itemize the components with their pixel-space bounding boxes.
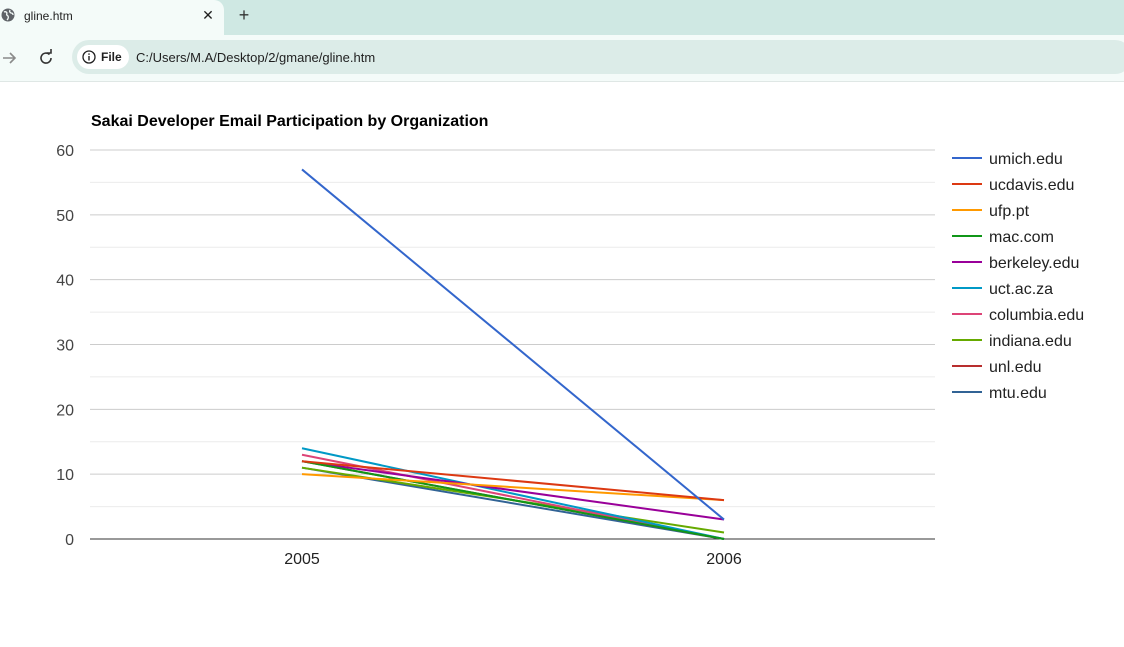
legend-label: indiana.edu [989, 333, 1072, 350]
legend-label: ufp.pt [989, 203, 1030, 220]
series-line-mac-com [301, 460, 725, 540]
series-line-mtu-edu [301, 466, 725, 540]
series-line-berkeley-edu [301, 460, 725, 521]
site-info-chip[interactable]: File [77, 45, 129, 69]
y-tick-label: 40 [56, 273, 74, 290]
url-text[interactable]: C:/Users/M.A/Desktop/2/gmane/gline.htm [136, 50, 376, 65]
y-tick-label: 10 [56, 467, 74, 484]
series-line-uct-ac-za [301, 447, 725, 540]
chart-legend: umich.edu ucdavis.edu ufp.pt mac.com berkele… [952, 151, 1084, 402]
chart-series [301, 168, 725, 540]
legend-label: uct.ac.za [989, 281, 1053, 298]
address-bar[interactable]: File C:/Users/M.A/Desktop/2/gmane/gline.… [72, 40, 1124, 74]
browser-toolbar: File C:/Users/M.A/Desktop/2/gmane/gline.… [0, 35, 1124, 82]
info-icon [82, 50, 96, 64]
tab-title: gline.htm [24, 9, 73, 23]
x-axis: 2005 2006 [284, 551, 742, 568]
series-line-ucdavis-edu [301, 460, 725, 502]
y-tick-label: 50 [56, 208, 74, 225]
legend-label: mtu.edu [989, 385, 1047, 402]
forward-arrow-icon[interactable] [0, 48, 20, 68]
new-tab-button[interactable]: + [238, 5, 250, 25]
legend-label: mac.com [989, 229, 1054, 246]
tab-strip: gline.htm ✕ + [0, 0, 1124, 35]
close-tab-icon[interactable]: ✕ [202, 7, 214, 23]
browser-tab[interactable]: gline.htm ✕ [0, 0, 224, 35]
legend-label: berkeley.edu [989, 255, 1079, 272]
y-tick-label: 60 [56, 143, 74, 160]
site-chip-label: File [101, 50, 122, 64]
x-tick-label: 2006 [706, 551, 742, 568]
series-line-columbia-edu [301, 453, 725, 540]
y-tick-label: 30 [56, 338, 74, 355]
y-axis: 0 10 20 30 40 50 60 [56, 143, 74, 549]
series-line-ufp-pt [301, 473, 725, 502]
reload-icon[interactable] [36, 48, 56, 68]
x-tick-label: 2005 [284, 551, 320, 568]
legend-label: columbia.edu [989, 307, 1084, 324]
line-chart: Sakai Developer Email Participation by O… [56, 113, 1084, 568]
y-tick-label: 20 [56, 402, 74, 419]
y-tick-label: 0 [65, 532, 74, 549]
globe-icon [1, 8, 15, 22]
legend-label: unl.edu [989, 359, 1042, 376]
chart-title: Sakai Developer Email Participation by O… [91, 113, 488, 130]
series-line-umich-edu [301, 168, 725, 521]
legend-label: ucdavis.edu [989, 177, 1074, 194]
legend-label: umich.edu [989, 151, 1063, 168]
